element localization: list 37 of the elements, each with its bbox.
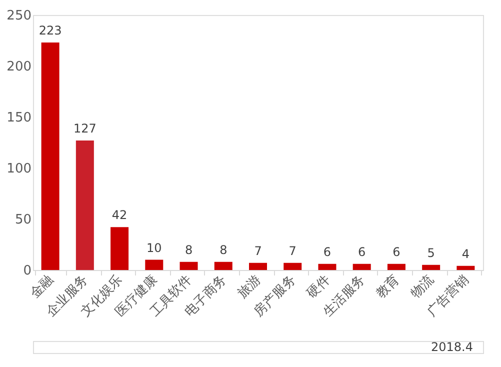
bar	[387, 264, 406, 270]
data-label: 6	[392, 244, 400, 259]
bar	[249, 262, 267, 270]
data-label: 8	[184, 242, 193, 257]
data-label: 127	[73, 121, 96, 136]
y-tick-label: 150	[6, 110, 32, 126]
y-tick-label: 100	[6, 162, 32, 176]
data-label: 8	[220, 242, 228, 257]
bar	[76, 140, 94, 270]
y-tick-label: 200	[6, 60, 32, 74]
bar	[352, 264, 371, 270]
bar	[456, 266, 475, 270]
data-label: 10	[146, 240, 162, 255]
bar	[318, 264, 336, 270]
bar	[284, 262, 302, 270]
data-label: 7	[288, 244, 296, 258]
x-tick-label: 旅游	[235, 272, 264, 302]
bar	[422, 264, 440, 270]
data-label: 4	[462, 246, 470, 261]
bar	[41, 42, 60, 270]
data-label: 7	[254, 244, 262, 258]
bar	[180, 262, 198, 270]
y-tick-label: 250	[6, 8, 32, 24]
bar	[214, 262, 232, 270]
text: 2018.4	[431, 340, 473, 354]
y-tick-label: 50	[14, 212, 32, 228]
bar	[145, 260, 164, 270]
data-label: 6	[323, 244, 332, 259]
data-label: 42	[112, 208, 128, 222]
x-tick-label: 物流	[408, 272, 438, 302]
x-tick-label: 教育	[372, 272, 403, 302]
x-tick-label: 硬件	[304, 272, 334, 302]
bar	[110, 227, 129, 270]
data-label: 5	[427, 246, 435, 260]
y-tick-label: 0	[23, 264, 32, 278]
data-label: 6	[358, 244, 366, 259]
data-label: 223	[38, 24, 62, 38]
